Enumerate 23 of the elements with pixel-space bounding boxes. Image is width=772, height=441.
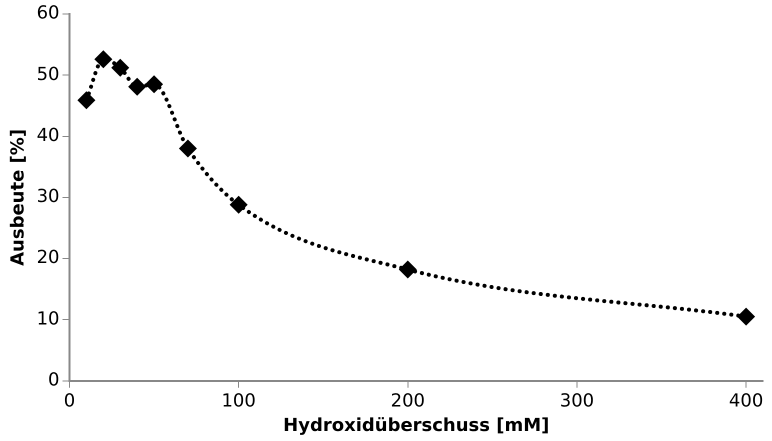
y-tick-label: 60 — [36, 2, 60, 24]
point — [77, 91, 96, 110]
y-tick-label: 50 — [36, 64, 60, 85]
point — [737, 308, 756, 326]
point — [178, 139, 197, 158]
x-tick-label: 100 — [221, 390, 256, 412]
point — [111, 58, 130, 77]
y-axis-title: Ausbeute [%] — [7, 128, 28, 266]
point — [230, 196, 248, 214]
y-tick-label: 0 — [48, 369, 60, 390]
x-tick-label: 400 — [728, 390, 764, 412]
y-tick-label: 10 — [36, 308, 60, 330]
y-tick-label: 30 — [36, 186, 60, 208]
point — [145, 75, 164, 94]
point — [94, 50, 112, 68]
x-axis-title: Hydroxidüberschuss [mM] — [283, 414, 550, 436]
x-tick-label: 200 — [390, 390, 425, 412]
x-tick-label: 0 — [64, 390, 76, 412]
x-tick-label: 300 — [560, 390, 594, 412]
point — [128, 78, 146, 96]
y-tick-label: 20 — [36, 247, 60, 268]
point — [398, 260, 417, 279]
y-tick-label: 40 — [36, 124, 60, 146]
